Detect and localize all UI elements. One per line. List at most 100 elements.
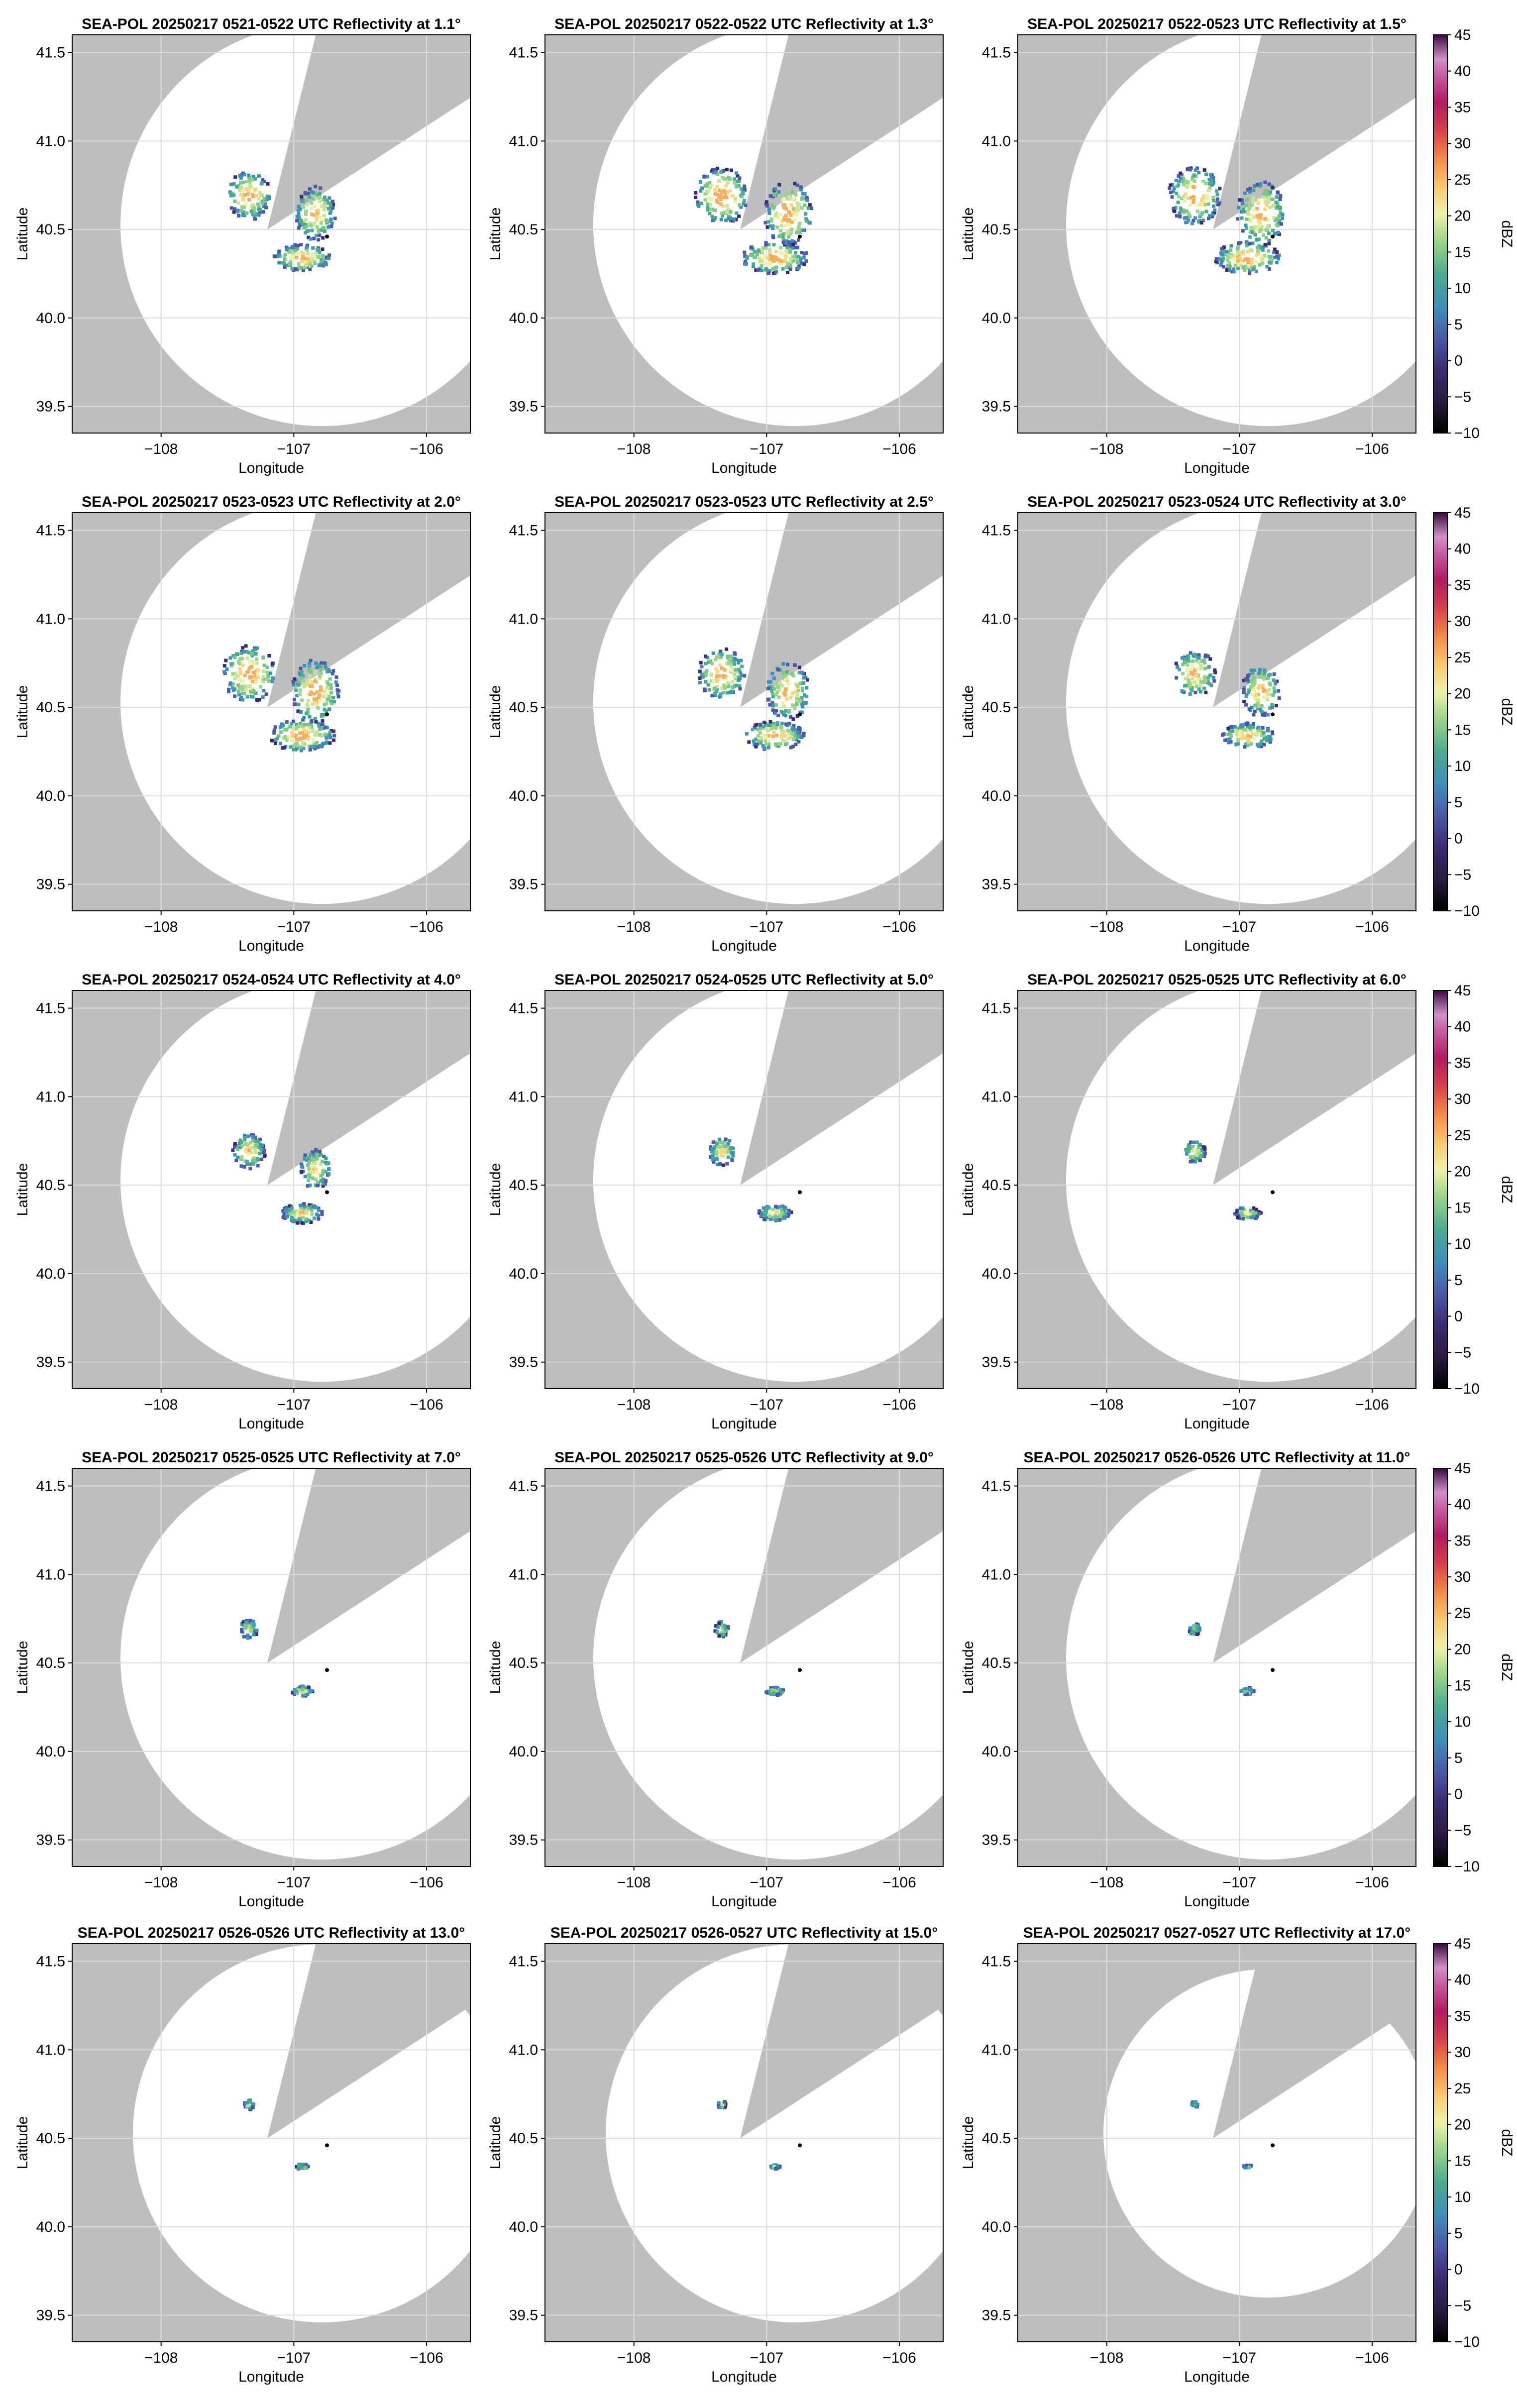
echo-pixel bbox=[1243, 1208, 1247, 1212]
echo-pixel bbox=[310, 724, 314, 728]
echo-pixel bbox=[310, 228, 314, 232]
echo-pixel bbox=[251, 1159, 255, 1163]
echo-pixel bbox=[234, 674, 238, 678]
echo-pixel bbox=[1249, 1208, 1253, 1212]
echo-pixel bbox=[324, 1156, 328, 1160]
echo-pixel bbox=[796, 208, 800, 212]
echo-pixel bbox=[717, 2104, 721, 2108]
echo-pixel bbox=[1255, 227, 1259, 231]
echo-pixel bbox=[333, 217, 337, 220]
echo-pixel bbox=[323, 1182, 327, 1186]
axes-frame bbox=[544, 1468, 944, 1867]
echo-pixel bbox=[250, 178, 254, 182]
echo-pixel bbox=[1243, 1690, 1247, 1694]
echo-pixel bbox=[774, 255, 778, 259]
colorbar-tick-label: 35 bbox=[1454, 99, 1471, 115]
echo-pixel bbox=[1197, 1152, 1201, 1156]
echo-pixel bbox=[787, 709, 791, 713]
echo-pixel bbox=[1242, 686, 1246, 690]
echo-pixel bbox=[310, 212, 314, 216]
echo-pixel bbox=[1253, 679, 1257, 683]
x-tick-label: −108 bbox=[617, 1874, 651, 1891]
echo-pixel bbox=[763, 1210, 767, 1214]
echo-pixel bbox=[1215, 193, 1219, 197]
axes-frame bbox=[544, 34, 944, 434]
echo-pixel bbox=[260, 182, 264, 186]
echo-pixel bbox=[239, 651, 243, 655]
echo-pixel bbox=[250, 1144, 254, 1148]
echo-pixel bbox=[1235, 727, 1239, 731]
echo-pixel bbox=[1203, 198, 1207, 202]
echo-pixel bbox=[1232, 255, 1236, 259]
echo-pixel bbox=[706, 208, 710, 212]
echo-pixel bbox=[256, 1164, 260, 1168]
echo-pixel bbox=[780, 219, 784, 223]
echo-pixel bbox=[774, 1204, 778, 1208]
echo-pixel bbox=[735, 184, 739, 188]
echo-pixel bbox=[774, 212, 778, 216]
echo-pixel bbox=[700, 674, 704, 678]
echo-pixel bbox=[328, 211, 332, 215]
echo-pixel bbox=[716, 669, 720, 673]
echo-pixel bbox=[256, 1158, 260, 1162]
x-tick-label: −106 bbox=[882, 441, 916, 457]
echo-pixel bbox=[1243, 2166, 1247, 2170]
axes-frame bbox=[1017, 1468, 1416, 1867]
echo-pixel bbox=[319, 1153, 323, 1157]
echo-pixel bbox=[245, 656, 249, 660]
echo-pixel bbox=[272, 731, 276, 735]
echo-pixel bbox=[317, 724, 321, 728]
echo-pixel bbox=[1185, 185, 1189, 189]
echo-pixel bbox=[246, 2103, 250, 2107]
echo-pixel bbox=[1271, 186, 1275, 190]
echo-pixel bbox=[768, 262, 772, 266]
echo-pixel bbox=[1248, 187, 1252, 191]
echo-pixel bbox=[321, 236, 325, 240]
echo-pixel bbox=[1271, 204, 1275, 208]
echo-pixel bbox=[1192, 173, 1196, 177]
echo-pixel bbox=[253, 211, 257, 215]
echo-pixel bbox=[317, 1153, 321, 1157]
x-tick-label: −107 bbox=[1223, 919, 1257, 935]
echo-pixel bbox=[1244, 223, 1248, 227]
echo-pixel bbox=[786, 682, 790, 686]
echo-pixel bbox=[1203, 1151, 1207, 1155]
echo-pixel bbox=[325, 701, 328, 705]
echo-pixel bbox=[238, 669, 242, 673]
echo-pixel bbox=[795, 230, 799, 234]
y-tick-label: 40.0 bbox=[36, 1266, 65, 1282]
echo-pixel bbox=[301, 1210, 305, 1214]
echo-pixel bbox=[1258, 742, 1262, 746]
echo-pixel bbox=[310, 719, 314, 723]
y-tick-label: 40.0 bbox=[509, 2219, 538, 2235]
echo-pixel bbox=[1271, 197, 1275, 201]
echo-pixel bbox=[796, 688, 800, 692]
echo-pixel bbox=[1251, 671, 1255, 675]
echo-pixel bbox=[295, 256, 299, 260]
echo-pixel bbox=[1204, 172, 1208, 176]
echo-pixel bbox=[299, 1210, 303, 1214]
y-tick-label: 40.0 bbox=[982, 310, 1011, 327]
echo-pixel bbox=[782, 238, 786, 242]
axes-frame bbox=[72, 990, 471, 1389]
echo-pixel bbox=[222, 670, 226, 674]
echo-pixel bbox=[745, 255, 749, 259]
echo-pixel bbox=[1229, 734, 1233, 738]
echo-pixel bbox=[1263, 197, 1267, 201]
echo-pixel bbox=[1252, 1690, 1256, 1694]
echo-pixel bbox=[1208, 186, 1212, 190]
colorbar-tick-label: 35 bbox=[1454, 2008, 1471, 2024]
echo-pixel bbox=[716, 172, 720, 176]
echo-pixel bbox=[1242, 736, 1246, 740]
reflectivity-echoes bbox=[222, 644, 341, 753]
echo-pixel bbox=[292, 246, 296, 250]
echo-pixel bbox=[1199, 690, 1203, 694]
echo-pixel bbox=[1271, 706, 1275, 710]
echo-pixel bbox=[1213, 208, 1217, 212]
echo-pixel bbox=[260, 178, 264, 182]
reflectivity-echoes bbox=[240, 1619, 315, 1698]
echo-pixel bbox=[779, 726, 783, 730]
colorbar-tick-label: 20 bbox=[1454, 1642, 1471, 1658]
echo-pixel bbox=[784, 265, 788, 269]
echo-pixel bbox=[331, 200, 335, 204]
